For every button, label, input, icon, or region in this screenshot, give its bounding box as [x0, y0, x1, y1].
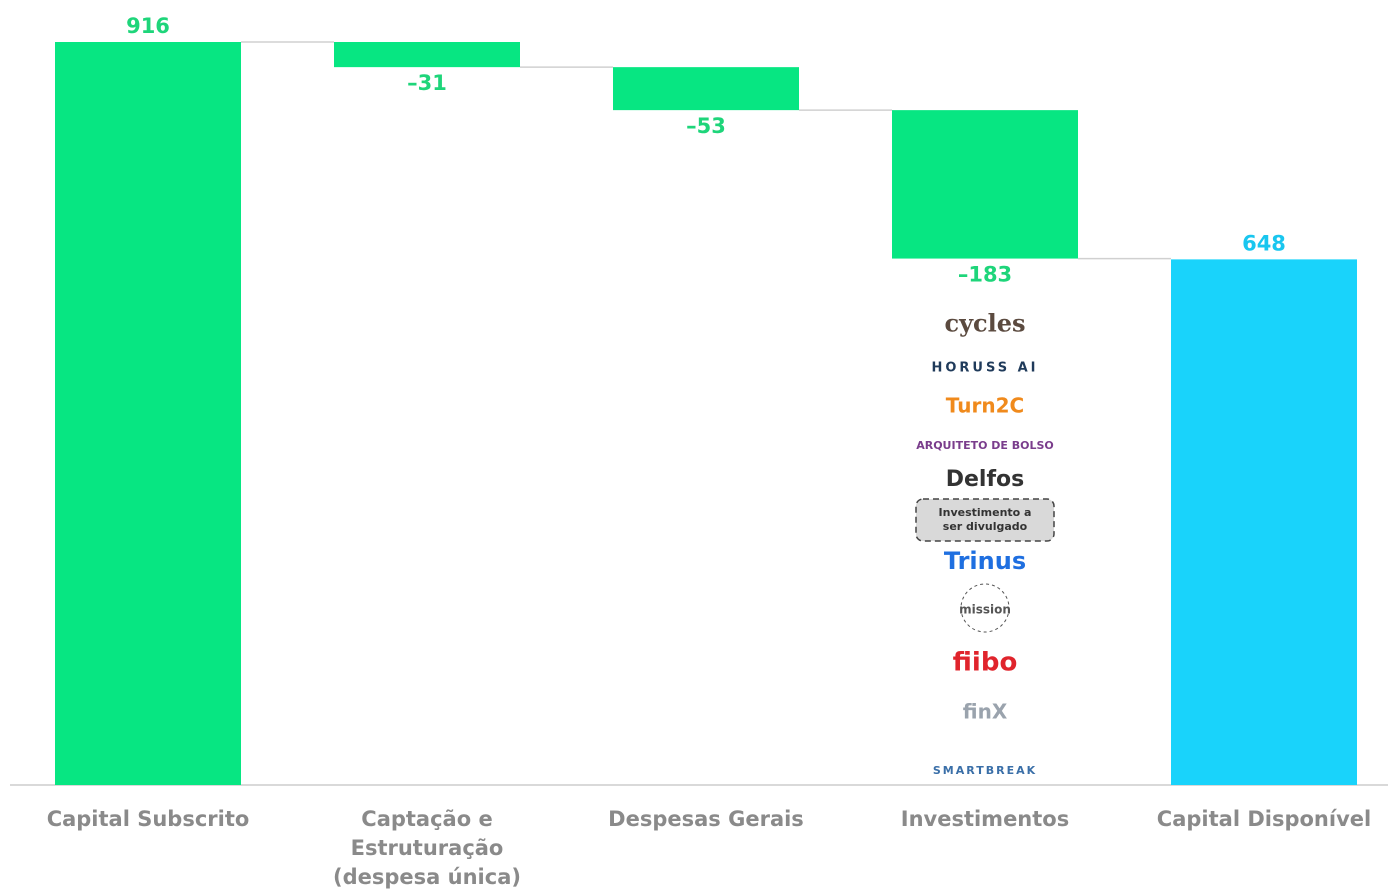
value-label: –31: [407, 71, 447, 95]
logo-text: Delfos: [946, 467, 1025, 492]
category-label: Capital Disponível: [1156, 807, 1372, 831]
category-label: Investimentos: [900, 807, 1070, 831]
bar: [892, 110, 1078, 259]
logo-ring: [960, 583, 1010, 633]
bar: [613, 67, 799, 111]
logo-text: HORUSS AI: [931, 361, 1038, 376]
value-label: –183: [958, 263, 1012, 287]
logo-text: mission: [959, 603, 1011, 617]
bar: [1171, 259, 1357, 785]
logo-text: ARQUITETO DE BOLSO: [916, 439, 1054, 452]
logo-text: cycles: [944, 309, 1025, 338]
bar: [334, 42, 520, 68]
logo-text: SMARTBREAK: [933, 764, 1037, 777]
pending-box: [915, 498, 1055, 542]
logo-text: finX: [963, 700, 1008, 724]
logo-text: fiibo: [953, 648, 1018, 678]
logo-text: Turn2C: [946, 394, 1024, 418]
value-label: –53: [686, 114, 726, 138]
category-label: Captação e Estruturação (despesa única): [333, 807, 521, 889]
value-label: 916: [126, 14, 170, 38]
bar: [55, 42, 241, 785]
logo-text: Investimento a ser divulgado: [939, 506, 1032, 533]
category-label: Despesas Gerais: [608, 807, 804, 831]
logo-text: Trinus: [944, 547, 1026, 575]
logo-line: ser divulgado: [943, 520, 1028, 533]
logo-line: Investimento a: [939, 506, 1032, 519]
value-label: 648: [1242, 231, 1286, 255]
category-label: Capital Subscrito: [46, 807, 250, 831]
